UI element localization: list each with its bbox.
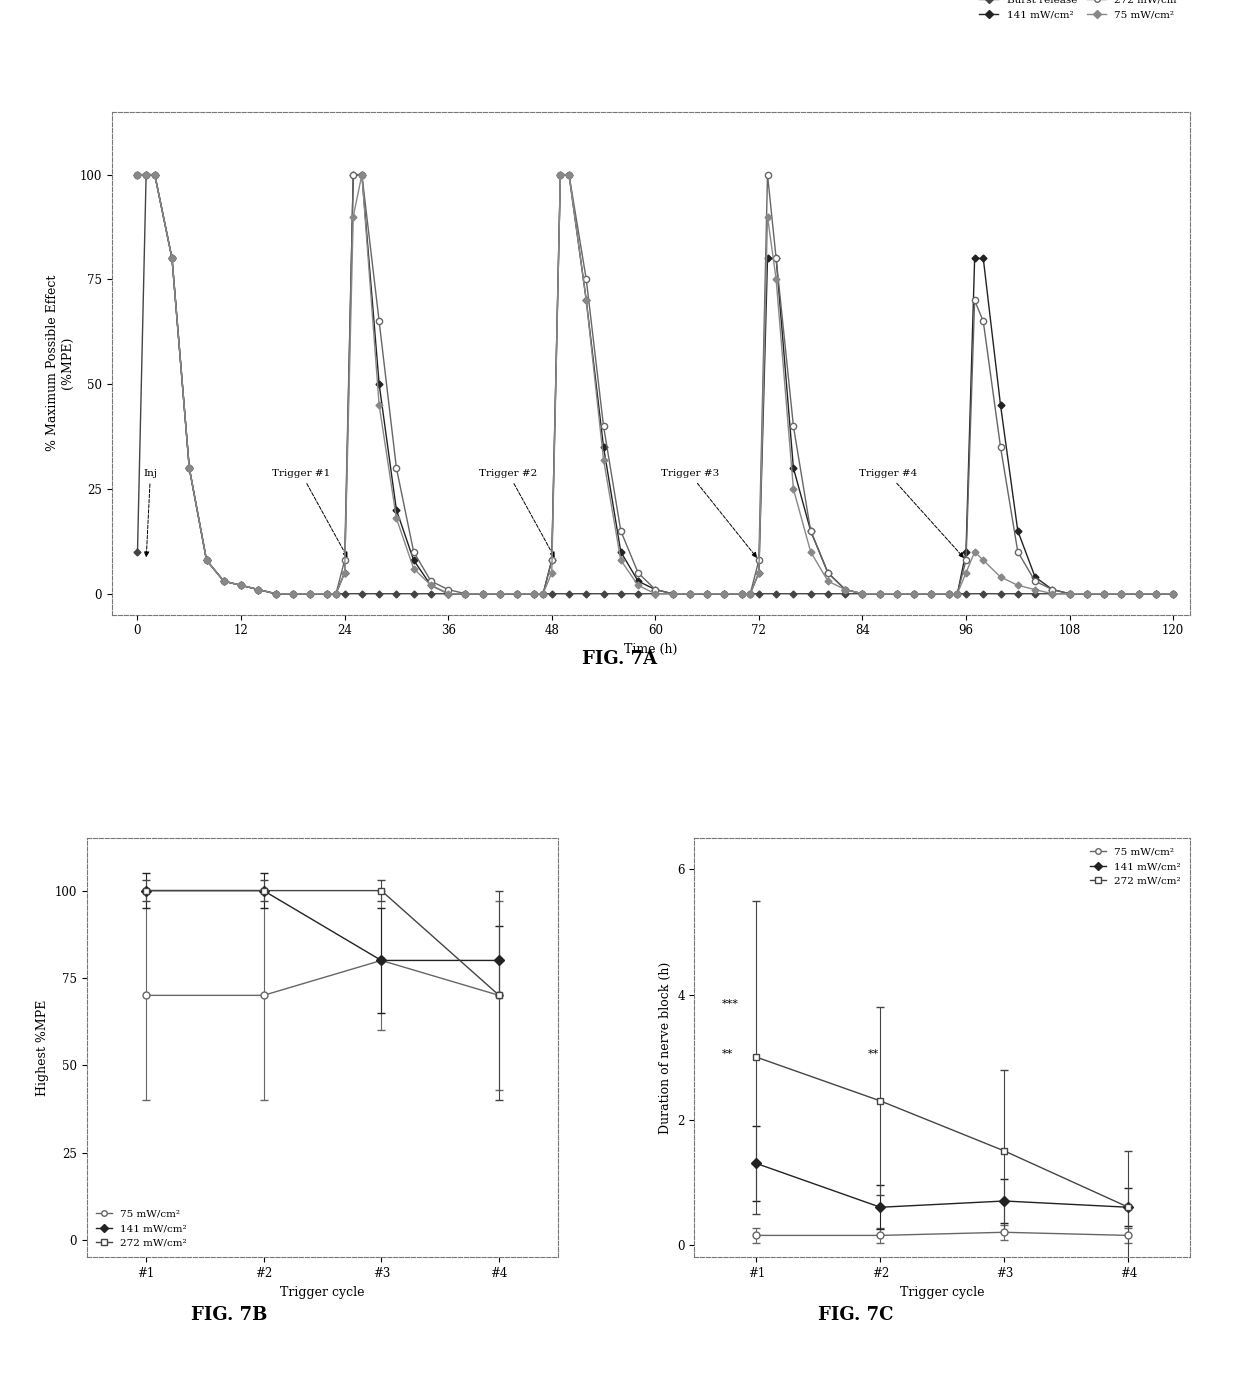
Text: **: ** (722, 1049, 733, 1059)
X-axis label: Time (h): Time (h) (624, 643, 678, 657)
Text: FIG. 7C: FIG. 7C (818, 1306, 893, 1324)
Text: Trigger #1: Trigger #1 (273, 469, 347, 557)
X-axis label: Trigger cycle: Trigger cycle (900, 1285, 985, 1299)
Text: Inj: Inj (144, 469, 157, 556)
Text: Trigger #2: Trigger #2 (480, 469, 554, 557)
Legend: 75 mW/cm², 141 mW/cm², 272 mW/cm²: 75 mW/cm², 141 mW/cm², 272 mW/cm² (92, 1206, 191, 1252)
Y-axis label: Duration of nerve block (h): Duration of nerve block (h) (658, 961, 672, 1134)
Text: FIG. 7B: FIG. 7B (191, 1306, 268, 1324)
Text: ***: *** (722, 999, 739, 1009)
Legend: Burst release, 141 mW/cm², 272 mW/cm², 75 mW/cm²: Burst release, 141 mW/cm², 272 mW/cm², 7… (976, 0, 1185, 24)
Text: Trigger #3: Trigger #3 (661, 469, 756, 557)
Legend: 75 mW/cm², 141 mW/cm², 272 mW/cm²: 75 mW/cm², 141 mW/cm², 272 mW/cm² (1086, 844, 1185, 890)
Text: **: ** (868, 1049, 879, 1059)
Text: Trigger #4: Trigger #4 (859, 469, 963, 557)
Text: FIG. 7A: FIG. 7A (583, 650, 657, 668)
X-axis label: Trigger cycle: Trigger cycle (280, 1285, 365, 1299)
Y-axis label: Highest %MPE: Highest %MPE (36, 1000, 50, 1095)
Y-axis label: % Maximum Possible Effect
(%MPE): % Maximum Possible Effect (%MPE) (46, 275, 74, 451)
